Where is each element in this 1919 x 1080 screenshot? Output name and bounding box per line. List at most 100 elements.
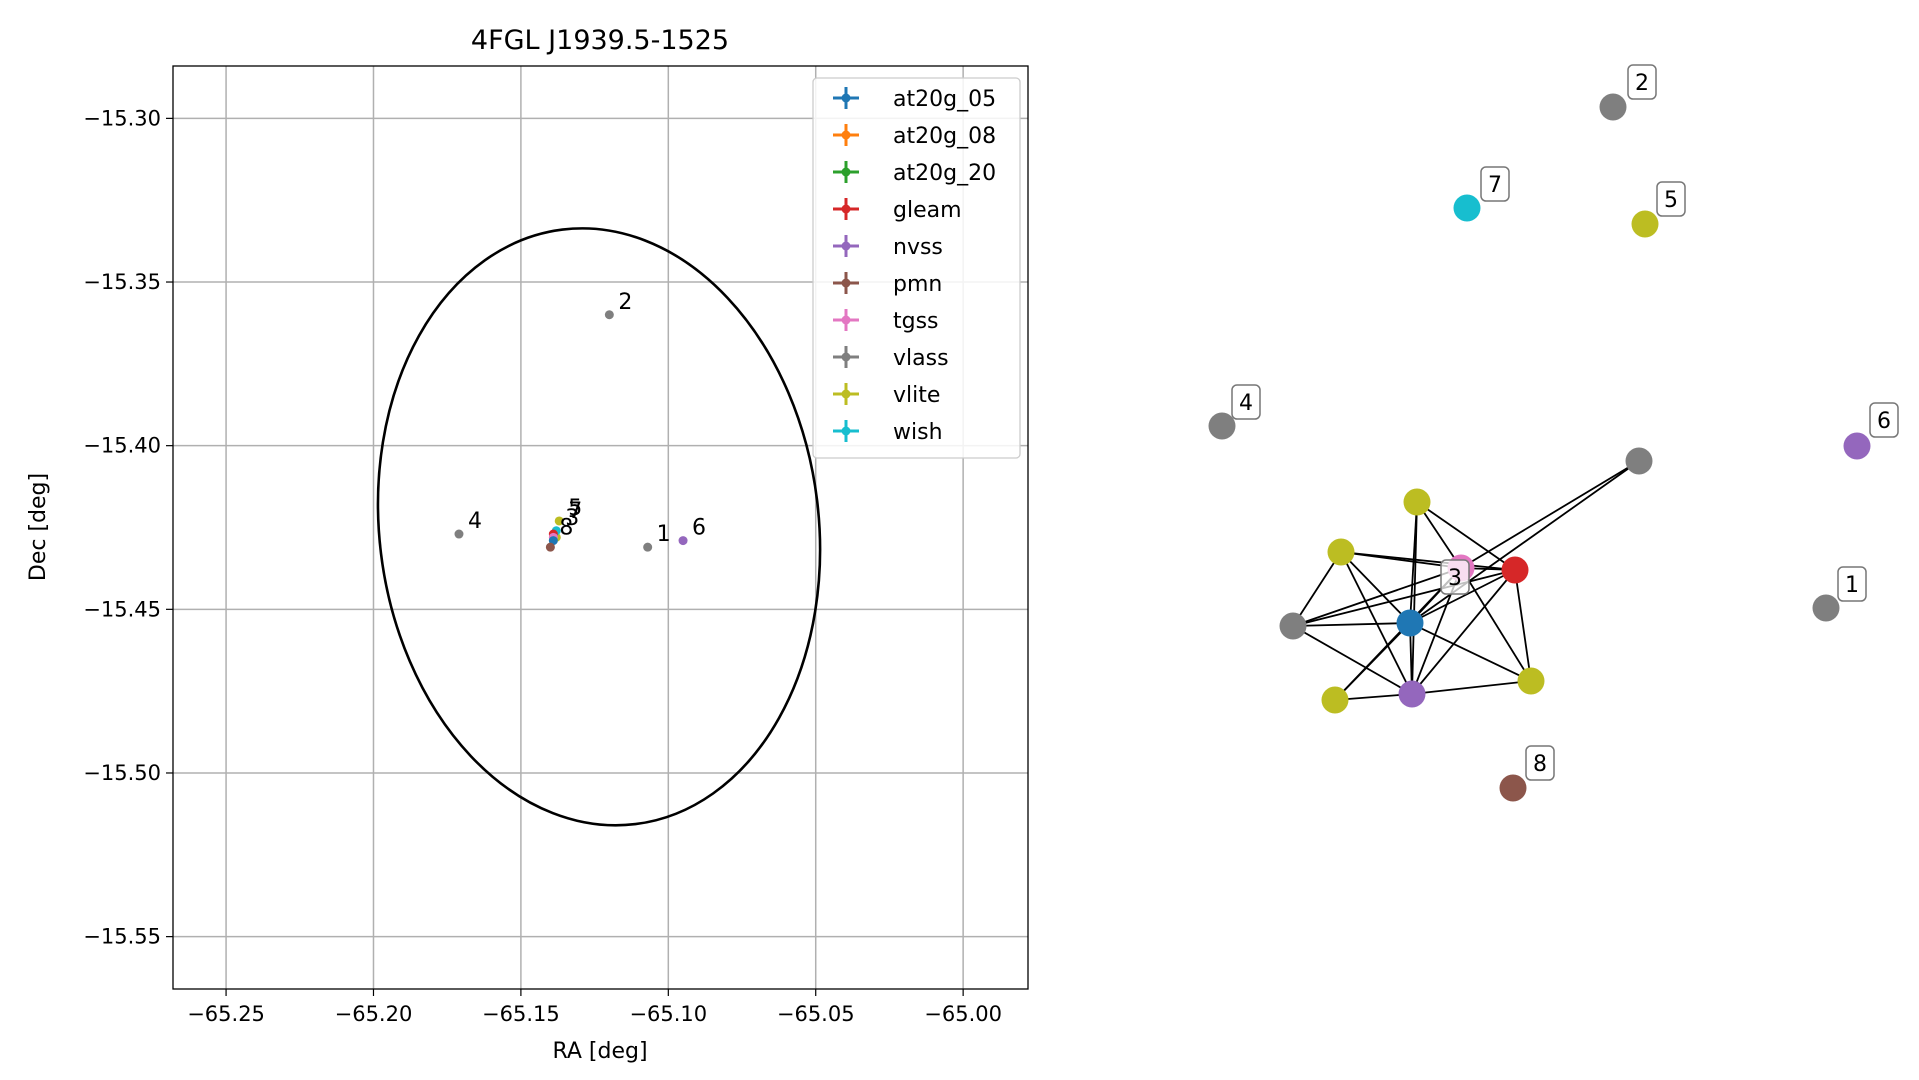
label-text: 8 [1533, 752, 1547, 777]
point-vlass [604, 310, 614, 320]
network-panel: 2 7 5 4 6 1 8 3 [1208, 64, 1899, 802]
chart-title: 4FGL J1939.5-1525 [471, 25, 729, 56]
x-tick-label: −65.00 [924, 1002, 1002, 1026]
legend-item-pmn: pmn [833, 272, 942, 297]
point-label: 4 [468, 509, 482, 534]
network-node [1499, 774, 1527, 802]
network-edge [1411, 501, 1418, 695]
point-label: 6 [692, 516, 706, 541]
network-nodes [1208, 93, 1871, 802]
legend-item-vlite: vlite [833, 383, 940, 408]
legend-label: vlite [893, 383, 940, 408]
network-edge [1460, 460, 1640, 569]
network-node [1843, 432, 1871, 460]
legend-marker-dot [841, 167, 851, 177]
legend-item-vlass: vlass [833, 346, 949, 371]
label-text: 1 [1845, 573, 1859, 598]
network-node [1321, 686, 1349, 714]
y-tick-label: −15.35 [83, 270, 161, 294]
network-node-label: 3 [1440, 559, 1470, 595]
legend-label: tgss [893, 309, 939, 334]
network-node-label: 1 [1837, 566, 1867, 602]
x-axis-label: RA [deg] [552, 1039, 647, 1064]
legend-item-at20g_05: at20g_05 [833, 87, 996, 112]
network-node [1403, 488, 1431, 516]
x-tick-label: −65.15 [482, 1002, 560, 1026]
network-edge [1460, 567, 1532, 682]
legend-label: pmn [893, 272, 942, 297]
network-node [1501, 556, 1529, 584]
point-vlite [554, 516, 564, 526]
y-axis-label: Dec [deg] [26, 473, 51, 581]
point-label: 7 [568, 499, 582, 524]
point-nvss [678, 536, 688, 546]
network-edge [1416, 501, 1516, 571]
y-tick-label: −15.50 [83, 761, 161, 785]
network-edge [1334, 622, 1411, 701]
network-edge [1409, 569, 1516, 624]
legend-label: vlass [893, 346, 949, 371]
y-tick-label: −15.45 [83, 597, 161, 621]
x-tick-label: −65.20 [335, 1002, 413, 1026]
network-node [1396, 609, 1424, 637]
point-label: 5 [568, 496, 582, 521]
legend-item-nvss: nvss [833, 235, 943, 260]
label-text: 5 [1664, 188, 1678, 213]
network-edge [1411, 569, 1516, 695]
point-label: 1 [657, 522, 671, 547]
legend-label: at20g_20 [893, 161, 996, 186]
legend-item-at20g_20: at20g_20 [833, 161, 996, 186]
network-edge [1292, 551, 1342, 627]
localization-ellipse [376, 227, 822, 827]
legend-label: gleam [893, 198, 962, 223]
label-box [1525, 745, 1555, 781]
legend-label: wish [893, 420, 943, 445]
network-edge [1292, 569, 1516, 627]
points-layer [454, 310, 688, 552]
network-node [1631, 210, 1659, 238]
network-edge [1514, 569, 1532, 682]
network-node-label: 6 [1869, 402, 1899, 438]
network-node [1327, 538, 1355, 566]
network-edge [1411, 680, 1532, 695]
point-label: 3 [565, 506, 579, 531]
label-box [1480, 166, 1510, 202]
label-text: 3 [1448, 566, 1462, 591]
network-node [1599, 93, 1627, 121]
legend-marker-dot [841, 130, 851, 140]
legend-frame [812, 77, 1021, 459]
legend-marker-dot [841, 389, 851, 399]
network-node-label: 5 [1656, 181, 1686, 217]
legend-item-at20g_08: at20g_08 [833, 124, 996, 149]
network-node [1812, 594, 1840, 622]
ticks-layer: −65.25 −65.20 −65.15 −65.10 −65.05 −65.00 −15.… [83, 106, 1002, 1026]
grid-layer [173, 66, 1028, 989]
point-vlass [643, 542, 653, 552]
label-box [1656, 181, 1686, 217]
point-label: 8 [559, 516, 573, 541]
legend-marker-dot [841, 352, 851, 362]
legend-marker-dot [841, 426, 851, 436]
network-node [1279, 612, 1307, 640]
legend-label: at20g_08 [893, 124, 996, 149]
label-text: 7 [1488, 173, 1502, 198]
legend-marker-dot [841, 315, 851, 325]
network-node [1453, 194, 1481, 222]
legend-label: nvss [893, 235, 943, 260]
legend-marker-dot [841, 93, 851, 103]
network-node [1208, 412, 1236, 440]
label-box [1869, 402, 1899, 438]
network-labels: 2 7 5 4 6 1 8 3 [1231, 64, 1899, 781]
label-box [1440, 559, 1470, 595]
point-vlass [454, 529, 464, 539]
network-node [1398, 680, 1426, 708]
y-tick-label: −15.55 [83, 925, 161, 949]
network-node [1625, 447, 1653, 475]
point-label: 2 [618, 290, 632, 315]
network-node-label: 2 [1627, 64, 1657, 100]
network-edge [1409, 460, 1640, 624]
legend-item-tgss: tgss [833, 309, 939, 334]
